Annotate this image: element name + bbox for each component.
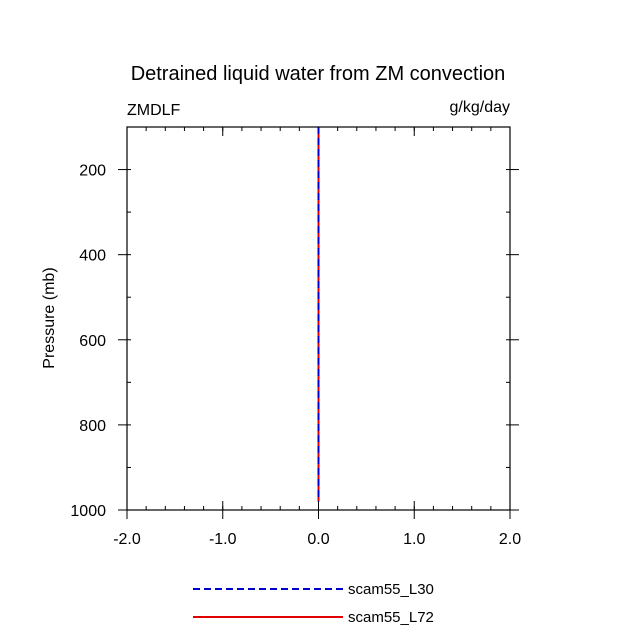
x-tick-label: 0.0 [307, 531, 329, 548]
y-axis-title: Pressure (mb) [41, 267, 58, 368]
units-label: g/kg/day [450, 99, 510, 116]
y-tick-label: 200 [79, 163, 106, 180]
x-tick-label: -1.0 [209, 531, 237, 548]
variable-label: ZMDLF [127, 102, 181, 119]
x-tick-label: 1.0 [403, 531, 425, 548]
chart-title: Detrained liquid water from ZM convectio… [131, 63, 506, 85]
y-tick-label: 400 [79, 248, 106, 265]
axis-tick-labels: -2.0 -1.0 0.0 1.0 2.0 200 400 600 800 1000 [70, 163, 521, 548]
x-tick-label: 2.0 [499, 531, 521, 548]
y-tick-label: 600 [79, 333, 106, 350]
plot-frame [126, 126, 511, 511]
y-tick-label: 1000 [70, 503, 106, 520]
legend: scam55_L30 scam55_L72 [193, 581, 434, 626]
y-tick-label: 800 [79, 418, 106, 435]
legend-label: scam55_L72 [348, 609, 434, 626]
legend-label: scam55_L30 [348, 581, 434, 598]
x-tick-label: -2.0 [113, 531, 141, 548]
